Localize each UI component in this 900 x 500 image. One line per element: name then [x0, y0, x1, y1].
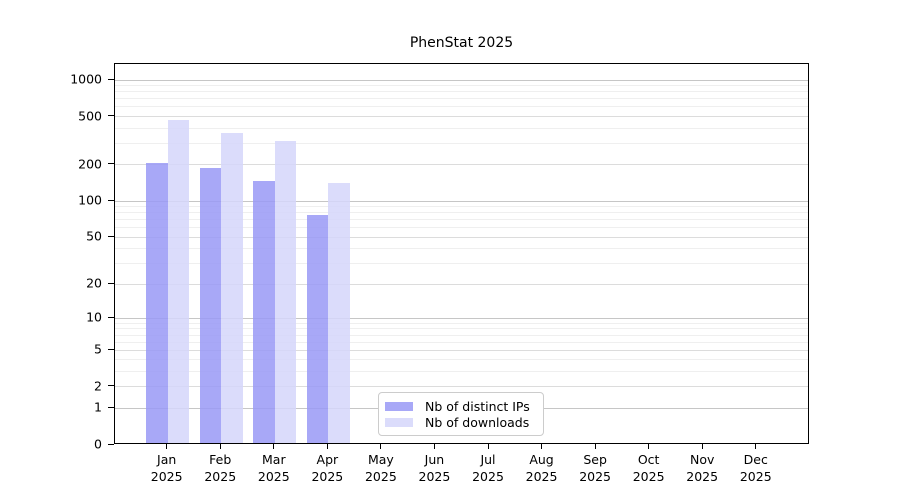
x-axis-label-jul: Jul 2025: [472, 452, 504, 484]
x-axis-label-jun: Jun 2025: [418, 452, 451, 484]
y-axis-label-2: 2: [94, 378, 102, 394]
gridline-600: [115, 106, 808, 108]
y-tick: [108, 316, 114, 318]
gridline-8: [115, 328, 808, 330]
x-axis-label-sep: Sep 2025: [579, 452, 611, 484]
legend-swatch-distinct-ips: [385, 401, 413, 411]
x-tick-feb: [219, 444, 221, 449]
gridline-900: [115, 85, 808, 87]
gridline-6: [115, 341, 808, 343]
gridline-100: [115, 200, 808, 202]
y-axis-label-100: 100: [78, 192, 102, 208]
y-axis-label-5: 5: [94, 341, 102, 357]
gridline-10: [115, 317, 808, 319]
gridline-700: [115, 98, 808, 100]
x-axis-label-mar: Mar 2025: [257, 452, 290, 484]
gridline-5: [115, 349, 808, 351]
bar-downloads-mar: [274, 140, 297, 443]
gridline-1000: [115, 79, 808, 81]
legend-item-distinct-ips: Nb of distinct IPs: [385, 398, 535, 414]
y-axis-label-500: 500: [78, 108, 102, 124]
x-axis-label-oct: Oct 2025: [632, 452, 665, 484]
y-tick: [108, 443, 114, 445]
bar-distinct-ips-feb: [199, 168, 222, 443]
x-axis-label-nov: Nov 2025: [686, 452, 719, 484]
legend-label: Nb of downloads: [425, 414, 530, 430]
legend-swatch-downloads: [385, 417, 413, 427]
x-tick-may: [380, 444, 382, 449]
legend-item-downloads: Nb of downloads: [385, 414, 535, 430]
x-tick-mar: [273, 444, 275, 449]
y-tick: [108, 78, 114, 80]
y-tick: [108, 348, 114, 350]
y-tick: [108, 235, 114, 237]
y-tick: [108, 406, 114, 408]
y-tick: [108, 282, 114, 284]
gridline-70: [115, 219, 808, 221]
bar-downloads-jan: [167, 119, 190, 443]
bar-downloads-apr: [328, 182, 350, 443]
x-axis-label-aug: Aug 2025: [525, 452, 558, 484]
y-axis-label-1: 1: [94, 399, 102, 415]
gridline-40: [115, 248, 808, 250]
y-axis-label-0: 0: [94, 436, 102, 452]
x-tick-jan: [166, 444, 168, 449]
y-axis-label-10: 10: [86, 309, 102, 325]
y-tick: [108, 115, 114, 117]
x-axis-label-dec: Dec 2025: [739, 452, 772, 484]
y-tick: [108, 385, 114, 387]
gridline-50: [115, 236, 808, 238]
gridline-3: [115, 371, 808, 373]
y-axis-label-200: 200: [78, 156, 102, 172]
gridline-7: [115, 334, 808, 336]
chart-title: PhenStat 2025: [409, 35, 514, 51]
gridline-2: [115, 386, 808, 388]
legend-label: Nb of distinct IPs: [425, 398, 530, 414]
x-tick-aug: [541, 444, 543, 449]
bar-distinct-ips-jan: [146, 162, 168, 443]
legend: Nb of distinct IPs Nb of downloads: [378, 392, 544, 436]
gridline-80: [115, 212, 808, 214]
x-axis-label-apr: Apr 2025: [311, 452, 344, 484]
gridline-30: [115, 263, 808, 265]
y-axis-label-1000: 1000: [70, 71, 102, 87]
x-axis-label-feb: Feb 2025: [204, 452, 237, 484]
x-axis-label-jan: Jan 2025: [150, 452, 183, 484]
gridline-300: [115, 143, 808, 144]
gridline-60: [115, 227, 808, 229]
y-axis-label-20: 20: [86, 275, 102, 291]
y-axis-label-50: 50: [86, 228, 102, 244]
gridline-20: [115, 283, 808, 285]
y-tick: [108, 163, 114, 165]
y-tick: [108, 199, 114, 201]
bar-distinct-ips-apr: [306, 214, 329, 443]
x-tick-nov: [701, 444, 703, 449]
gridline-400: [115, 127, 808, 129]
x-tick-oct: [648, 444, 650, 449]
x-tick-jun: [433, 444, 435, 449]
gridline-4: [115, 359, 808, 361]
gridline-9: [115, 322, 808, 324]
x-tick-jul: [487, 444, 489, 449]
bar-downloads-feb: [221, 133, 243, 443]
gridline-500: [115, 116, 808, 118]
bar-distinct-ips-mar: [253, 180, 275, 443]
gridline-200: [115, 164, 808, 166]
x-tick-sep: [594, 444, 596, 449]
x-tick-dec: [755, 444, 757, 449]
gridline-800: [115, 91, 808, 93]
x-axis-label-may: May 2025: [364, 452, 397, 484]
plot-area: [114, 63, 809, 444]
gridline-90: [115, 206, 808, 208]
x-tick-apr: [326, 444, 328, 449]
